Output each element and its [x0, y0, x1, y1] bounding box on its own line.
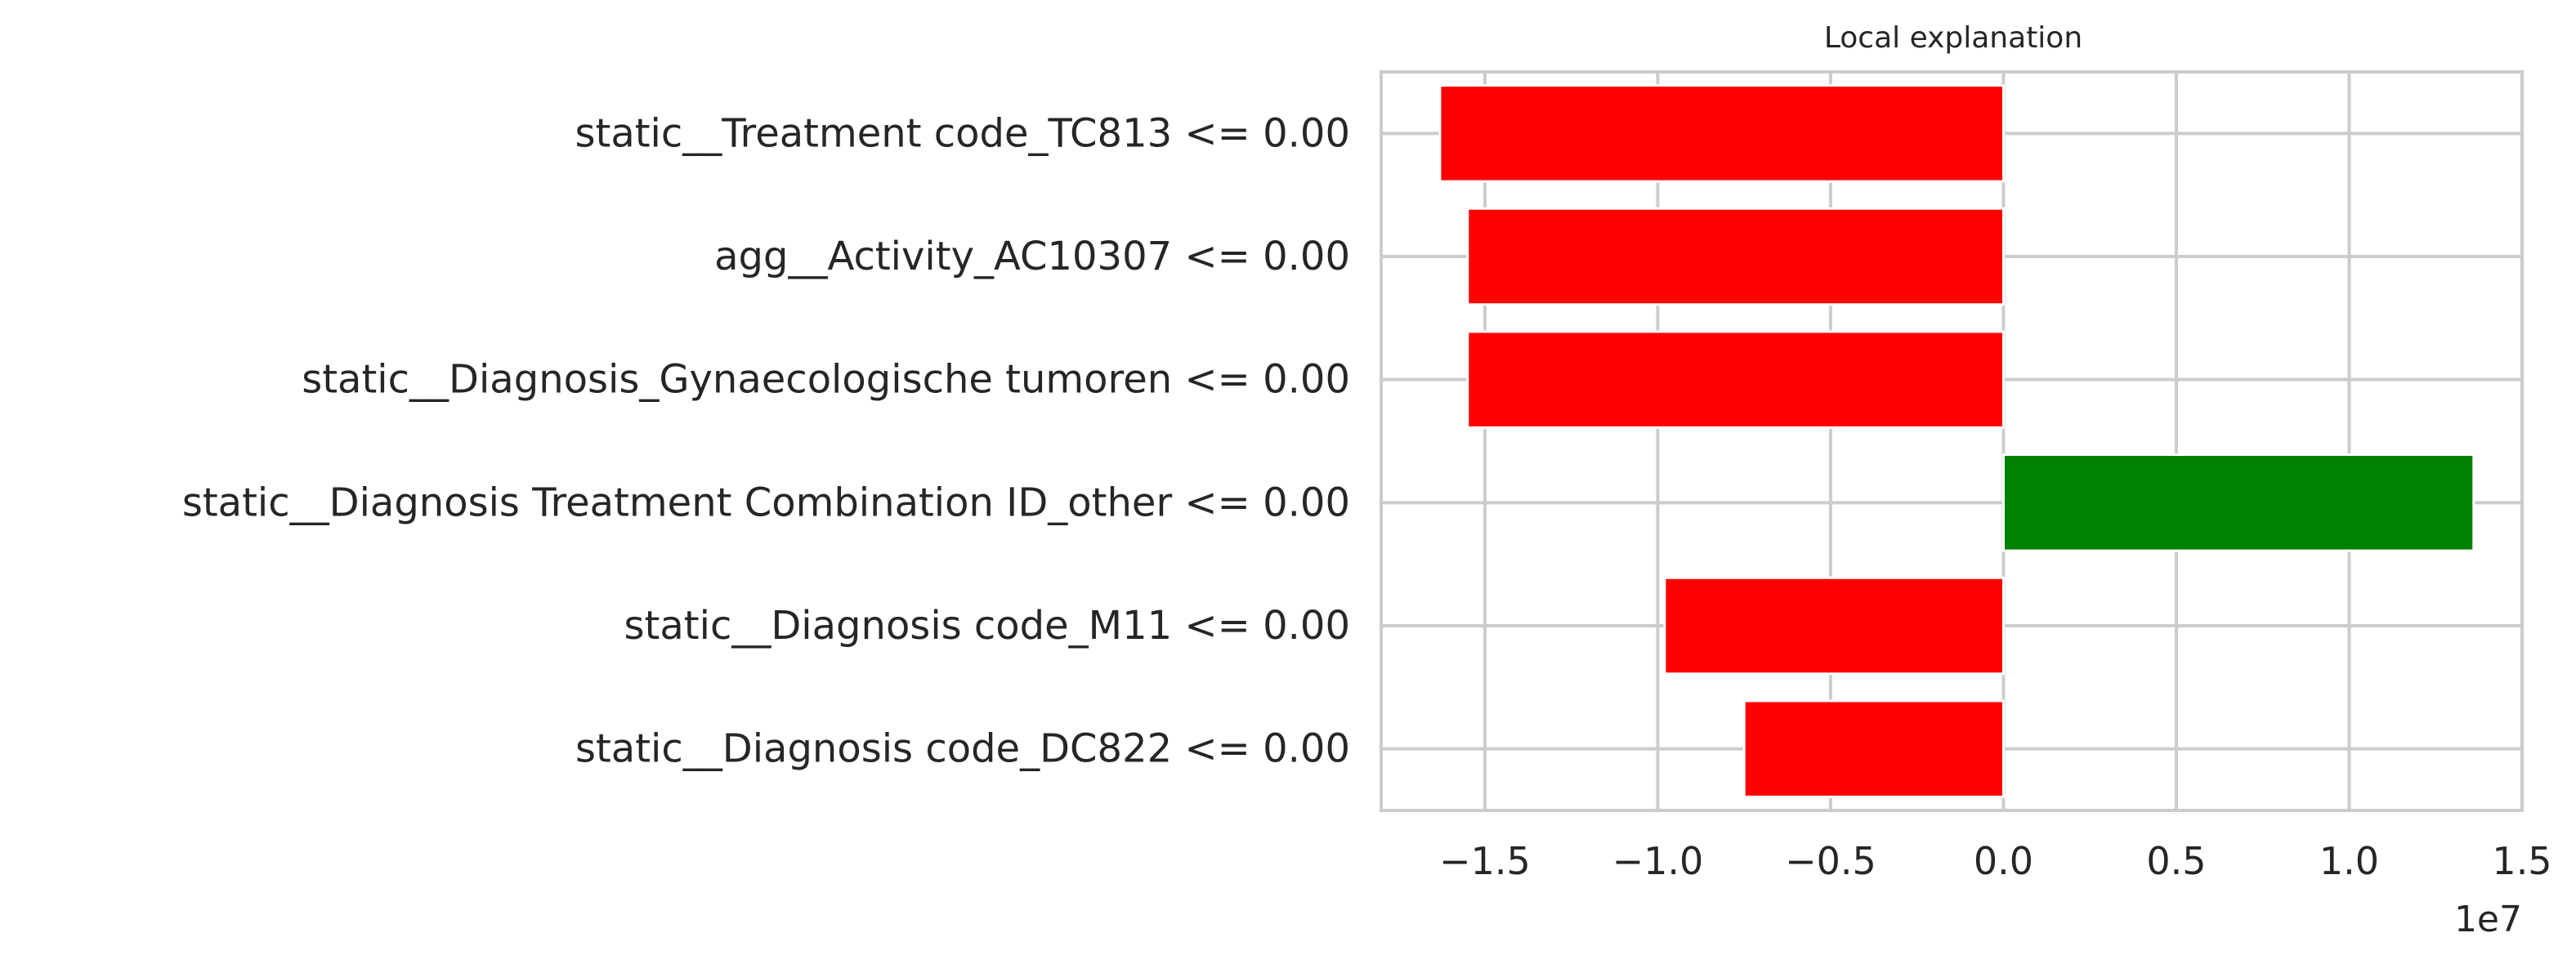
x-tick-label: 1.5	[2492, 839, 2551, 883]
x-tick-label: −0.5	[1785, 839, 1876, 883]
bar	[1466, 207, 2005, 306]
x-tick-label: −1.5	[1439, 839, 1531, 883]
plot-frame	[1380, 70, 2524, 812]
x-tick-label: −1.0	[1612, 839, 1704, 883]
x-tick-label: 0.5	[2146, 839, 2206, 883]
bar	[2001, 453, 2475, 552]
y-tick-label: agg__Activity_AC10307 <= 0.00	[714, 234, 1350, 279]
y-tick-label: static__Diagnosis_Gynaecologische tumore…	[302, 357, 1350, 403]
bar	[1742, 699, 2005, 798]
y-tick-labels: static__Treatment code_TC813 <= 0.00 agg_…	[182, 110, 1350, 771]
y-tick-label: static__Treatment code_TC813 <= 0.00	[575, 110, 1350, 156]
bars	[1438, 84, 2475, 798]
y-tick-label: static__Diagnosis code_DC822 <= 0.00	[575, 726, 1350, 772]
x-tick-labels: −1.5 −1.0 −0.5 0.0 0.5 1.0 1.5	[1439, 839, 2552, 883]
bar	[1438, 84, 2005, 183]
x-axis-scale-label: 1e7	[2454, 899, 2522, 940]
chart-title: Local explanation	[1824, 21, 2082, 55]
bar	[1663, 576, 2005, 676]
plot-area	[1381, 72, 2522, 810]
x-tick-label: 1.0	[2319, 839, 2379, 883]
y-tick-label: static__Diagnosis code_M11 <= 0.00	[624, 603, 1350, 649]
y-tick-label: static__Diagnosis Treatment Combination …	[182, 480, 1350, 525]
x-tick-label: 0.0	[1974, 839, 2033, 883]
bar	[1466, 330, 2005, 429]
